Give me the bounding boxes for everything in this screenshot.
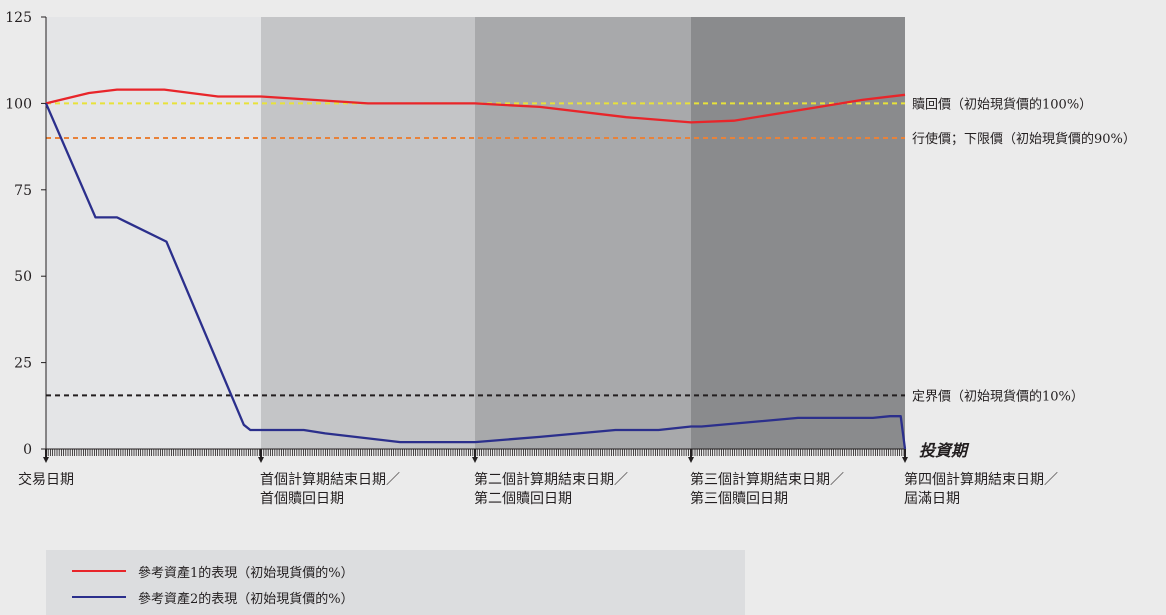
y-tick-label-100: 100 xyxy=(5,96,32,112)
period-label-3-line2: 第三個贖回日期 xyxy=(690,490,788,507)
y-tick-label-125: 125 xyxy=(5,10,32,26)
period-band-3 xyxy=(475,17,691,449)
legend-swatch-series-2 xyxy=(72,596,126,598)
period-band-2 xyxy=(261,17,475,449)
y-tick-label-0: 0 xyxy=(23,442,32,458)
series-line-1 xyxy=(45,88,906,124)
period-label-3-line1: 第三個計算期結束日期／ xyxy=(690,471,844,488)
reference-label-2: 定界價（初始現貨價的10%） xyxy=(912,388,1084,404)
y-tick-label-50: 50 xyxy=(14,269,32,285)
legend-label-series-2: 參考資產2的表現（初始現貨價的%） xyxy=(138,591,354,607)
reference-label-0: 贖回價（初始現貨價的100%） xyxy=(912,96,1092,112)
period-arrow-3 xyxy=(688,457,694,463)
period-band-1 xyxy=(46,17,261,449)
series-line-2 xyxy=(44,102,907,450)
period-label-4-line2: 屆滿日期 xyxy=(904,491,960,507)
legend-swatch-series-1 xyxy=(72,570,126,572)
period-arrow-1 xyxy=(258,457,264,463)
legend-item-series-2: 參考資產2的表現（初始現貨價的%） xyxy=(72,587,354,607)
reference-label-1: 行使價；下限價（初始現貨價的90%） xyxy=(912,131,1136,147)
chart-svg: 125 100 75 50 25 0 交易日期 首個計算期結束日期／ 首個贖回日期 第二個計算期結… xyxy=(5,10,1136,507)
period-band-4 xyxy=(691,17,905,449)
period-label-1-line2: 首個贖回日期 xyxy=(260,491,344,507)
period-arrow-0 xyxy=(43,457,49,463)
period-label-0-line1: 交易日期 xyxy=(18,471,74,488)
period-label-1-line1: 首個計算期結束日期／ xyxy=(260,472,400,488)
legend-item-series-1: 參考資產1的表現（初始現貨價的%） xyxy=(72,561,354,581)
x-axis-label: 投資期 xyxy=(919,441,970,460)
period-arrow-2 xyxy=(472,457,478,463)
y-tick-label-75: 75 xyxy=(14,183,32,199)
period-arrow-4 xyxy=(902,457,908,463)
legend-label-series-1: 參考資產1的表現（初始現貨價的%） xyxy=(138,565,354,581)
period-label-2-line1: 第二個計算期結束日期／ xyxy=(474,471,628,488)
period-label-2-line2: 第二個贖回日期 xyxy=(474,490,572,507)
period-label-4-line1: 第四個計算期結束日期／ xyxy=(904,471,1058,488)
y-tick-label-25: 25 xyxy=(14,356,32,372)
legend: 參考資產1的表現（初始現貨價的%） 參考資產2的表現（初始現貨價的%） xyxy=(46,550,745,615)
